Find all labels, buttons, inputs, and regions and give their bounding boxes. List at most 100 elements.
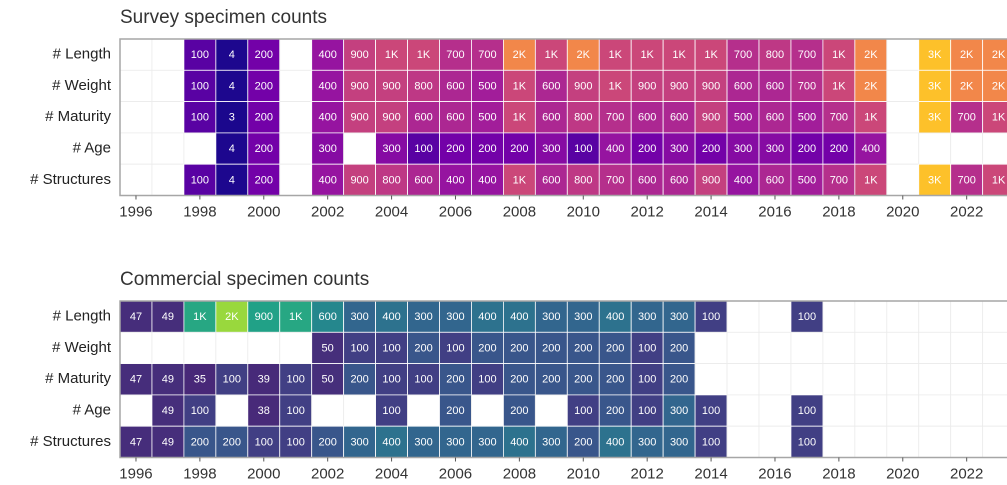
empty-cell xyxy=(279,101,313,134)
cell xyxy=(247,394,281,427)
empty-cell xyxy=(279,331,313,364)
cell xyxy=(854,163,888,196)
cell xyxy=(375,38,408,71)
cell-label: 400 xyxy=(318,112,336,124)
cell xyxy=(758,38,792,71)
empty-cell xyxy=(279,69,313,103)
cell-label: 400 xyxy=(446,174,464,186)
cell-label: 700 xyxy=(606,174,624,186)
cell-label: 200 xyxy=(670,374,688,386)
cell-label: 300 xyxy=(542,436,560,448)
cell-label: 200 xyxy=(255,49,273,61)
cell xyxy=(534,69,568,103)
cell xyxy=(247,101,281,134)
cell-label: 100 xyxy=(287,374,305,386)
cell-label: 400 xyxy=(318,80,336,92)
cell xyxy=(215,38,249,71)
cell-label: 900 xyxy=(702,112,720,124)
cell xyxy=(566,363,600,396)
cell xyxy=(598,425,632,458)
cell-label: 900 xyxy=(350,49,368,61)
row-label: # Age xyxy=(73,140,111,157)
empty-cell xyxy=(758,425,792,458)
cell xyxy=(439,101,472,134)
cell xyxy=(790,300,824,333)
empty-cell xyxy=(151,101,185,134)
empty-cell xyxy=(886,132,920,165)
cell-label: 100 xyxy=(191,174,209,186)
empty-cell xyxy=(918,132,952,165)
cell-label: 200 xyxy=(606,342,624,354)
cell-label: 100 xyxy=(350,342,368,354)
cell xyxy=(534,163,568,196)
cell xyxy=(247,163,281,196)
row-label: # Structures xyxy=(30,433,111,450)
cell-label: 100 xyxy=(382,342,400,354)
x-tick-label: 2002 xyxy=(311,465,344,482)
cell xyxy=(215,69,249,103)
cell-label: 100 xyxy=(191,49,209,61)
x-tick-label: 1998 xyxy=(183,203,216,220)
cell-label: 2K xyxy=(992,80,1006,92)
cell-label: 900 xyxy=(382,80,400,92)
row-label: # Weight xyxy=(52,339,112,356)
cell xyxy=(439,363,472,396)
cell-label: 300 xyxy=(542,143,560,155)
cell-label: 200 xyxy=(510,374,528,386)
cell-label: 600 xyxy=(670,174,688,186)
empty-cell xyxy=(119,163,153,196)
cell-label: 700 xyxy=(446,49,464,61)
empty-cell xyxy=(119,38,153,71)
cell-label: 300 xyxy=(670,436,688,448)
cell-label: 100 xyxy=(702,311,720,323)
x-tick-label: 2014 xyxy=(694,465,727,482)
cell xyxy=(471,425,504,458)
cell xyxy=(343,363,376,396)
cell-label: 300 xyxy=(670,405,688,417)
cell xyxy=(598,163,632,196)
cell xyxy=(630,300,664,333)
empty-cell xyxy=(918,363,952,396)
cell-label: 1K xyxy=(385,49,399,61)
cell-label: 100 xyxy=(702,405,720,417)
cell-label: 200 xyxy=(606,405,624,417)
cell xyxy=(343,101,376,134)
cell-label: 400 xyxy=(862,143,880,155)
cell-label: 400 xyxy=(510,311,528,323)
x-tick-label: 2000 xyxy=(247,203,280,220)
cell-label: 900 xyxy=(255,311,273,323)
cell xyxy=(822,38,856,71)
cell-label: 400 xyxy=(382,311,400,323)
cell xyxy=(982,69,1007,103)
cell-label: 1K xyxy=(992,174,1006,186)
x-tick-label: 2006 xyxy=(439,465,472,482)
cell-label: 1K xyxy=(417,49,431,61)
empty-cell xyxy=(950,363,984,396)
empty-cell xyxy=(886,363,920,396)
cell-label: 300 xyxy=(670,311,688,323)
empty-cell xyxy=(918,425,952,458)
cell xyxy=(247,363,281,396)
cell-label: 300 xyxy=(766,143,784,155)
cell xyxy=(758,101,792,134)
cell-label: 200 xyxy=(478,342,496,354)
cell-label: 1K xyxy=(513,112,527,124)
cell xyxy=(183,69,217,103)
cell-label: 100 xyxy=(702,436,720,448)
x-tick-label: 2010 xyxy=(567,203,600,220)
cell xyxy=(630,394,664,427)
cell xyxy=(311,132,345,165)
cell-label: 200 xyxy=(702,143,720,155)
empty-cell xyxy=(151,132,185,165)
cell xyxy=(215,132,249,165)
cell xyxy=(439,300,472,333)
x-tick-label: 2022 xyxy=(950,465,983,482)
x-tick-label: 1996 xyxy=(119,203,152,220)
cell-label: 100 xyxy=(798,405,816,417)
cell-label: 600 xyxy=(542,80,560,92)
cell xyxy=(279,300,313,333)
cell xyxy=(311,331,345,364)
empty-cell xyxy=(407,394,440,427)
cell-label: 300 xyxy=(542,311,560,323)
